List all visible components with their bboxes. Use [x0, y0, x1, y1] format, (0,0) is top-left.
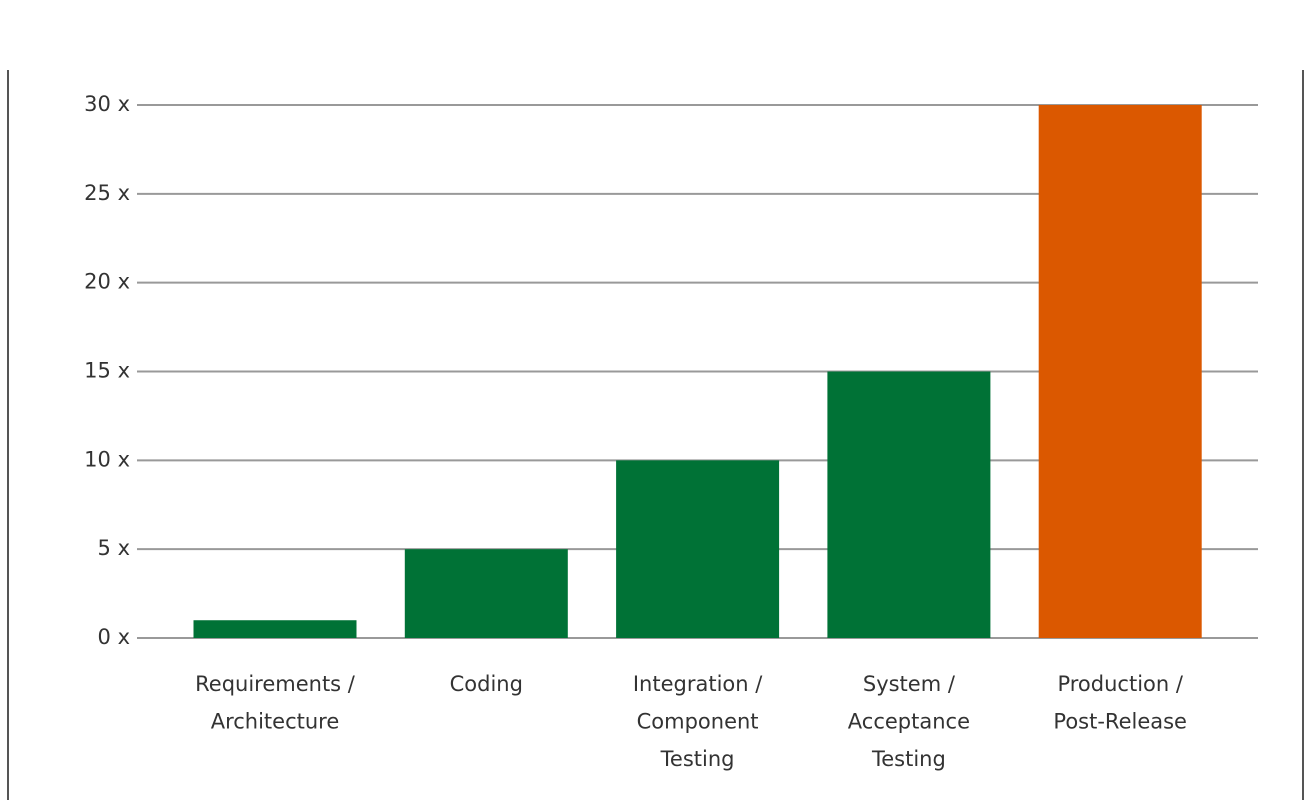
bar: [616, 460, 780, 638]
x-tick-label: Testing: [871, 747, 946, 771]
y-tick-label: 0 x: [98, 625, 130, 649]
x-tick-label: Post-Release: [1053, 710, 1187, 734]
bar: [827, 371, 991, 638]
y-tick-label: 30 x: [84, 92, 130, 116]
bar: [193, 620, 357, 638]
y-tick-label: 10 x: [84, 447, 130, 471]
y-tick-label: 20 x: [84, 270, 130, 294]
bar: [1038, 105, 1202, 638]
y-tick-label: 25 x: [84, 181, 130, 205]
x-tick-label: System /: [863, 672, 956, 696]
x-tick-label: Acceptance: [848, 710, 970, 734]
y-tick-label: 15 x: [84, 359, 130, 383]
x-tick-label: Production /: [1057, 672, 1183, 696]
x-tick-label: Architecture: [211, 710, 340, 734]
bar: [404, 549, 568, 638]
x-tick-label: Component: [637, 710, 759, 734]
y-tick-label: 5 x: [98, 536, 130, 560]
x-tick-label: Coding: [450, 672, 523, 696]
x-tick-label: Integration /: [633, 672, 763, 696]
x-tick-label: Testing: [660, 747, 735, 771]
x-tick-label: Requirements /: [195, 672, 356, 696]
